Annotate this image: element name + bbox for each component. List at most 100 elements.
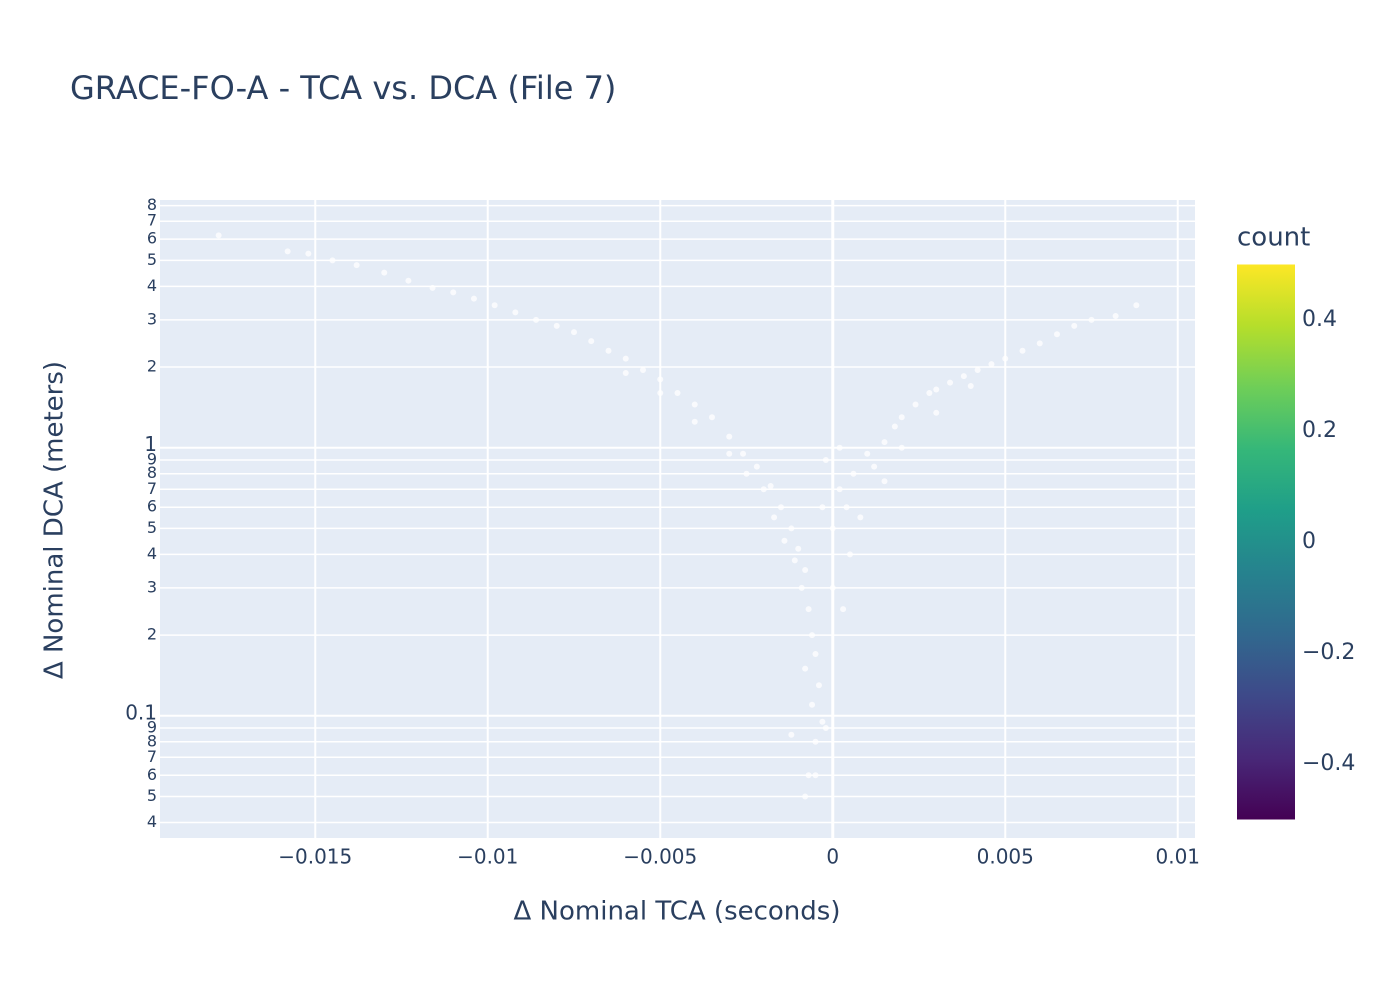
chart-title: GRACE-FO-A - TCA vs. DCA (File 7) [70, 69, 616, 107]
point [1133, 302, 1140, 309]
point [836, 444, 843, 451]
point [588, 338, 595, 345]
point [726, 433, 733, 440]
colorbar [1237, 264, 1295, 820]
point [381, 269, 388, 276]
y-tick-label: 0.1 [125, 700, 157, 724]
x-tick-label: −0.01 [457, 845, 518, 869]
point [805, 772, 812, 779]
y-axis-title: Δ Nominal DCA (meters) [40, 361, 70, 679]
point [470, 295, 477, 302]
point [898, 444, 905, 451]
point [829, 525, 836, 532]
y-tick-label: 7 [147, 479, 157, 498]
point [284, 248, 291, 255]
point [753, 463, 760, 470]
point [760, 486, 767, 493]
point [840, 606, 847, 613]
point [795, 545, 802, 552]
y-tick-label: 6 [147, 229, 157, 248]
point [812, 738, 819, 745]
point [491, 302, 498, 309]
colorbar-tick-label: −0.4 [1302, 751, 1355, 776]
x-tick-label: 0.005 [977, 845, 1034, 869]
point [605, 347, 612, 354]
point [809, 632, 816, 639]
point [674, 390, 681, 397]
y-tick-label: 3 [147, 309, 157, 328]
point [822, 725, 829, 732]
point [881, 478, 888, 485]
plot-area [160, 200, 1195, 838]
point [857, 514, 864, 521]
colorbar-tick-label: −0.2 [1302, 640, 1355, 665]
point [1112, 313, 1119, 320]
y-tick-label: 3 [147, 577, 157, 596]
point [1088, 316, 1095, 323]
colorbar-title: count [1237, 223, 1310, 253]
point [819, 718, 826, 725]
point [819, 504, 826, 511]
point [988, 361, 995, 368]
point [329, 257, 336, 264]
y-tick-label: 5 [147, 250, 157, 269]
point [450, 289, 457, 296]
point [802, 665, 809, 672]
y-tick-label: 5 [147, 786, 157, 805]
point [622, 355, 629, 362]
point [778, 504, 784, 511]
point [553, 322, 560, 329]
point [305, 250, 312, 257]
point [881, 439, 888, 446]
point [691, 418, 698, 425]
point [836, 486, 843, 493]
point [864, 450, 871, 457]
point [781, 537, 788, 544]
point [898, 414, 905, 421]
x-tick-label: 0.01 [1155, 845, 1200, 869]
point [1019, 347, 1026, 354]
point [829, 584, 836, 591]
y-tick-label: 9 [147, 450, 157, 469]
point [802, 566, 809, 573]
y-tick-label: 6 [147, 765, 157, 784]
point [822, 457, 829, 464]
point [1071, 322, 1078, 329]
point [788, 525, 795, 532]
point [640, 367, 646, 374]
y-tick-label: 9 [147, 718, 157, 737]
point [743, 470, 750, 477]
colorbar-tick-label: 0 [1302, 529, 1316, 554]
point [847, 551, 853, 558]
y-tick-label: 4 [147, 276, 157, 295]
point [512, 309, 519, 316]
y-tick-label: 8 [147, 463, 157, 482]
point [912, 401, 919, 408]
x-tick-label: −0.015 [278, 845, 352, 869]
y-tick-label: 4 [147, 812, 157, 831]
point [926, 390, 933, 397]
point [1002, 355, 1009, 362]
point [871, 463, 878, 470]
point [891, 423, 898, 430]
point [740, 450, 747, 457]
point [771, 514, 778, 521]
point [967, 382, 974, 389]
point [405, 277, 412, 284]
point [812, 772, 819, 779]
point [657, 390, 664, 397]
point [533, 316, 540, 323]
point [767, 482, 774, 489]
point [960, 373, 967, 380]
x-tick-label: 0 [826, 845, 839, 869]
point [726, 450, 733, 457]
colorbar-tick-label: 0.4 [1302, 307, 1337, 332]
point [933, 409, 940, 416]
point [850, 470, 857, 477]
point [974, 367, 981, 374]
y-tick-label: 8 [147, 195, 157, 214]
y-tick-label: 2 [147, 357, 157, 376]
point [215, 232, 222, 239]
point [933, 386, 940, 393]
